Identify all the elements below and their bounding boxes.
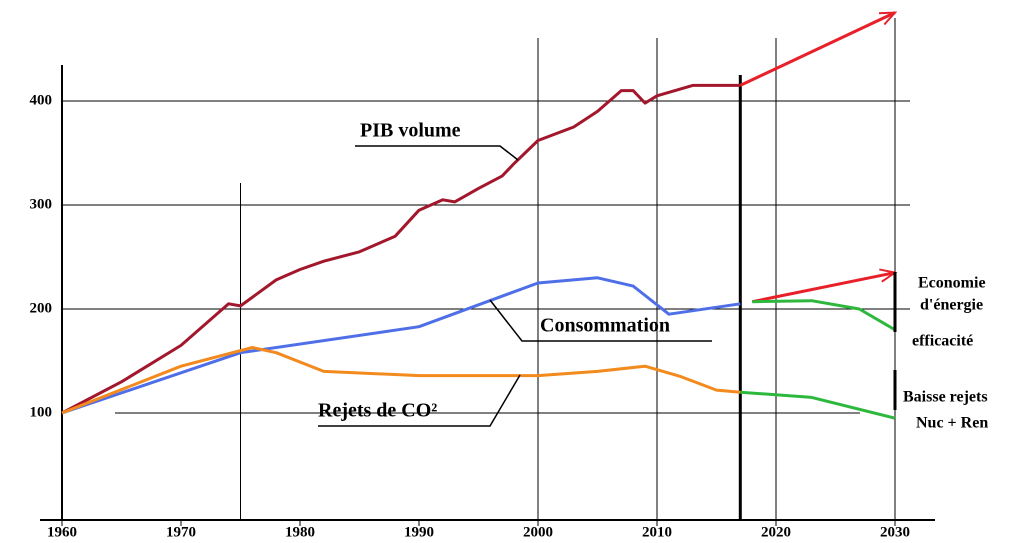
annotation: Economie [918, 275, 986, 292]
x-tick-label: 1970 [166, 524, 196, 540]
y-tick-label: 200 [30, 300, 53, 316]
x-tick-label: 2000 [523, 524, 553, 540]
x-tick-label: 2030 [880, 524, 910, 540]
leader-line [489, 299, 712, 342]
series-label: Consommation [540, 315, 670, 337]
series-line [61, 83, 741, 415]
series-line [751, 271, 896, 304]
leader-line [318, 374, 521, 427]
y-tick-label: 300 [30, 196, 53, 212]
y-tick-label: 100 [30, 404, 53, 420]
series-line [61, 276, 741, 415]
series-line [740, 390, 896, 420]
x-tick-label: 1990 [404, 524, 434, 540]
series-label: Rejets de CO² [318, 400, 437, 422]
annotation: efficacité [912, 333, 973, 350]
annotation: d'énergie [920, 297, 983, 314]
leader-line [355, 145, 519, 161]
x-tick-label: 2010 [642, 524, 672, 540]
y-tick-label: 400 [30, 92, 53, 108]
series-line [61, 346, 741, 415]
series-line [739, 11, 896, 87]
annotation: Nuc + Ren [916, 415, 988, 432]
x-tick-label: 2020 [761, 524, 791, 540]
x-tick-label: 1980 [285, 524, 315, 540]
series-label: PIB volume [360, 120, 461, 142]
series-line [752, 299, 896, 332]
annotation: Baisse rejets [903, 389, 988, 406]
arrow-head [878, 11, 898, 26]
x-tick-label: 1960 [47, 524, 77, 540]
